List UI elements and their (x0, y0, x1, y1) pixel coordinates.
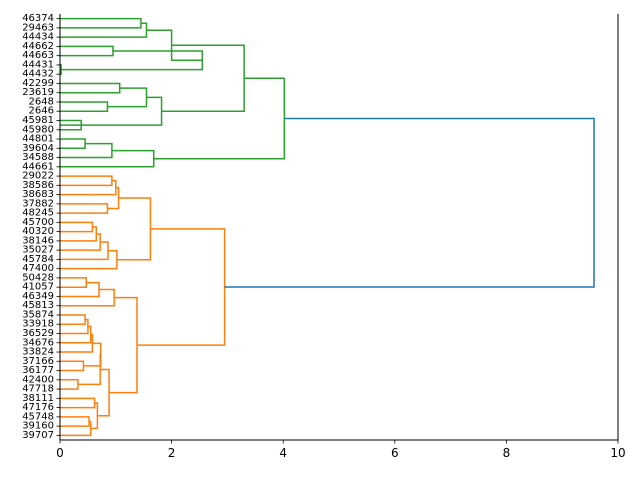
dendrogram-link-16 (60, 175, 113, 187)
dendrogram-link-21 (60, 226, 98, 242)
dendrogram-link-8 (107, 87, 148, 108)
dendrogram-link-36 (77, 353, 101, 386)
leaf-label: 44431 (22, 59, 54, 70)
leaf-label: 45784 (22, 254, 54, 265)
x-tick-label: 4 (279, 446, 287, 460)
leaf-label: 44432 (22, 69, 54, 80)
leaf-label: 46374 (22, 13, 54, 24)
dendrogram-link-12 (60, 142, 113, 159)
leaf-label: 34676 (22, 337, 54, 348)
leaf-labels: 4637429463444344466244663444314443242299… (22, 13, 60, 441)
leaf-label: 38586 (22, 180, 54, 191)
dendrogram-link-29 (60, 314, 86, 325)
dendrogram-link-41 (97, 368, 110, 417)
dendrogram-link-10 (60, 119, 82, 131)
leaf-label: 29463 (22, 22, 54, 33)
leaf-label: 44663 (22, 50, 54, 61)
leaf-label: 41057 (22, 282, 54, 293)
dendrogram-link-27 (60, 281, 100, 298)
leaf-label: 50428 (22, 272, 54, 283)
dendrogram-link-18 (60, 203, 109, 214)
dendrogram-link-44 (224, 117, 595, 288)
leaf-label: 2646 (29, 106, 54, 117)
x-tick-label: 10 (610, 446, 625, 460)
leaf-label: 38146 (22, 235, 54, 246)
leaf-label: 2648 (29, 96, 54, 107)
leaf-label: 44662 (22, 41, 54, 52)
leaf-label: 44801 (22, 134, 54, 145)
leaf-label: 36177 (22, 365, 54, 376)
leaf-label: 45980 (22, 124, 54, 135)
leaf-label: 45700 (22, 217, 54, 228)
dendrogram-link-33 (60, 360, 85, 372)
leaf-label: 39707 (22, 430, 54, 441)
x-tick-label: 8 (503, 446, 511, 460)
leaf-label: 46349 (22, 291, 54, 302)
dendrogram-link-39 (60, 420, 92, 437)
dendrogram-link-22 (60, 233, 101, 251)
dendrogram-link-30 (60, 318, 89, 335)
dendrogram-link-17 (60, 179, 117, 196)
dendrogram-link-6 (60, 82, 121, 94)
leaf-label: 40320 (22, 226, 54, 237)
dendrogram-link-28 (60, 288, 115, 307)
leaf-label: 45748 (22, 411, 54, 422)
dendrogram-link-7 (60, 101, 109, 112)
leaf-label: 39604 (22, 143, 54, 154)
leaf-label: 44434 (22, 32, 54, 43)
dendrogram-link-0 (60, 17, 142, 29)
leaf-label: 37882 (22, 198, 54, 209)
leaf-label: 44661 (22, 161, 54, 172)
leaf-label: 33824 (22, 347, 54, 358)
leaf-label: 48245 (22, 208, 54, 219)
dendrogram-link-11 (60, 138, 86, 150)
leaf-label: 45981 (22, 115, 54, 126)
leaf-label: 47718 (22, 384, 54, 395)
dendrogram-link-2 (60, 45, 114, 57)
dendrogram-link-26 (60, 277, 87, 288)
dendrogram-link-15 (153, 77, 286, 160)
leaf-label: 34588 (22, 152, 54, 163)
x-tick-label: 0 (56, 446, 64, 460)
dendrogram-link-19 (107, 186, 120, 210)
leaf-label: 37166 (22, 356, 54, 367)
dendrogram-link-25 (116, 197, 152, 261)
dendrogram-link-35 (60, 379, 79, 390)
x-axis-ticks: 0 2 4 6 8 10 (56, 440, 626, 460)
x-tick-label: 2 (168, 446, 176, 460)
dendrogram-link-20 (60, 221, 94, 233)
dendrogram-link-31 (60, 325, 92, 344)
leaf-label: 38111 (22, 393, 54, 404)
leaf-label: 38683 (22, 189, 54, 200)
dendrogram-link-13 (60, 149, 155, 168)
leaf-label: 42400 (22, 374, 54, 385)
leaf-label: 35027 (22, 245, 54, 256)
dendrogram-link-1 (60, 22, 148, 38)
dendrogram-link-37 (60, 397, 96, 409)
leaf-label: 47176 (22, 402, 54, 413)
leaf-label: 39160 (22, 421, 54, 432)
dendrogram-links (60, 17, 595, 437)
leaf-label: 36529 (22, 328, 54, 339)
leaf-label: 23619 (22, 87, 54, 98)
leaf-label: 42299 (22, 78, 54, 89)
x-tick-label: 6 (391, 446, 399, 460)
leaf-label: 35874 (22, 309, 54, 320)
leaf-label: 47400 (22, 263, 54, 274)
leaf-label: 33918 (22, 319, 54, 330)
leaf-label: 29022 (22, 171, 54, 182)
dendrogram-link-38 (60, 416, 90, 427)
axes (59, 14, 619, 441)
leaf-label: 45813 (22, 300, 54, 311)
dendrogram-link-42 (109, 296, 138, 394)
